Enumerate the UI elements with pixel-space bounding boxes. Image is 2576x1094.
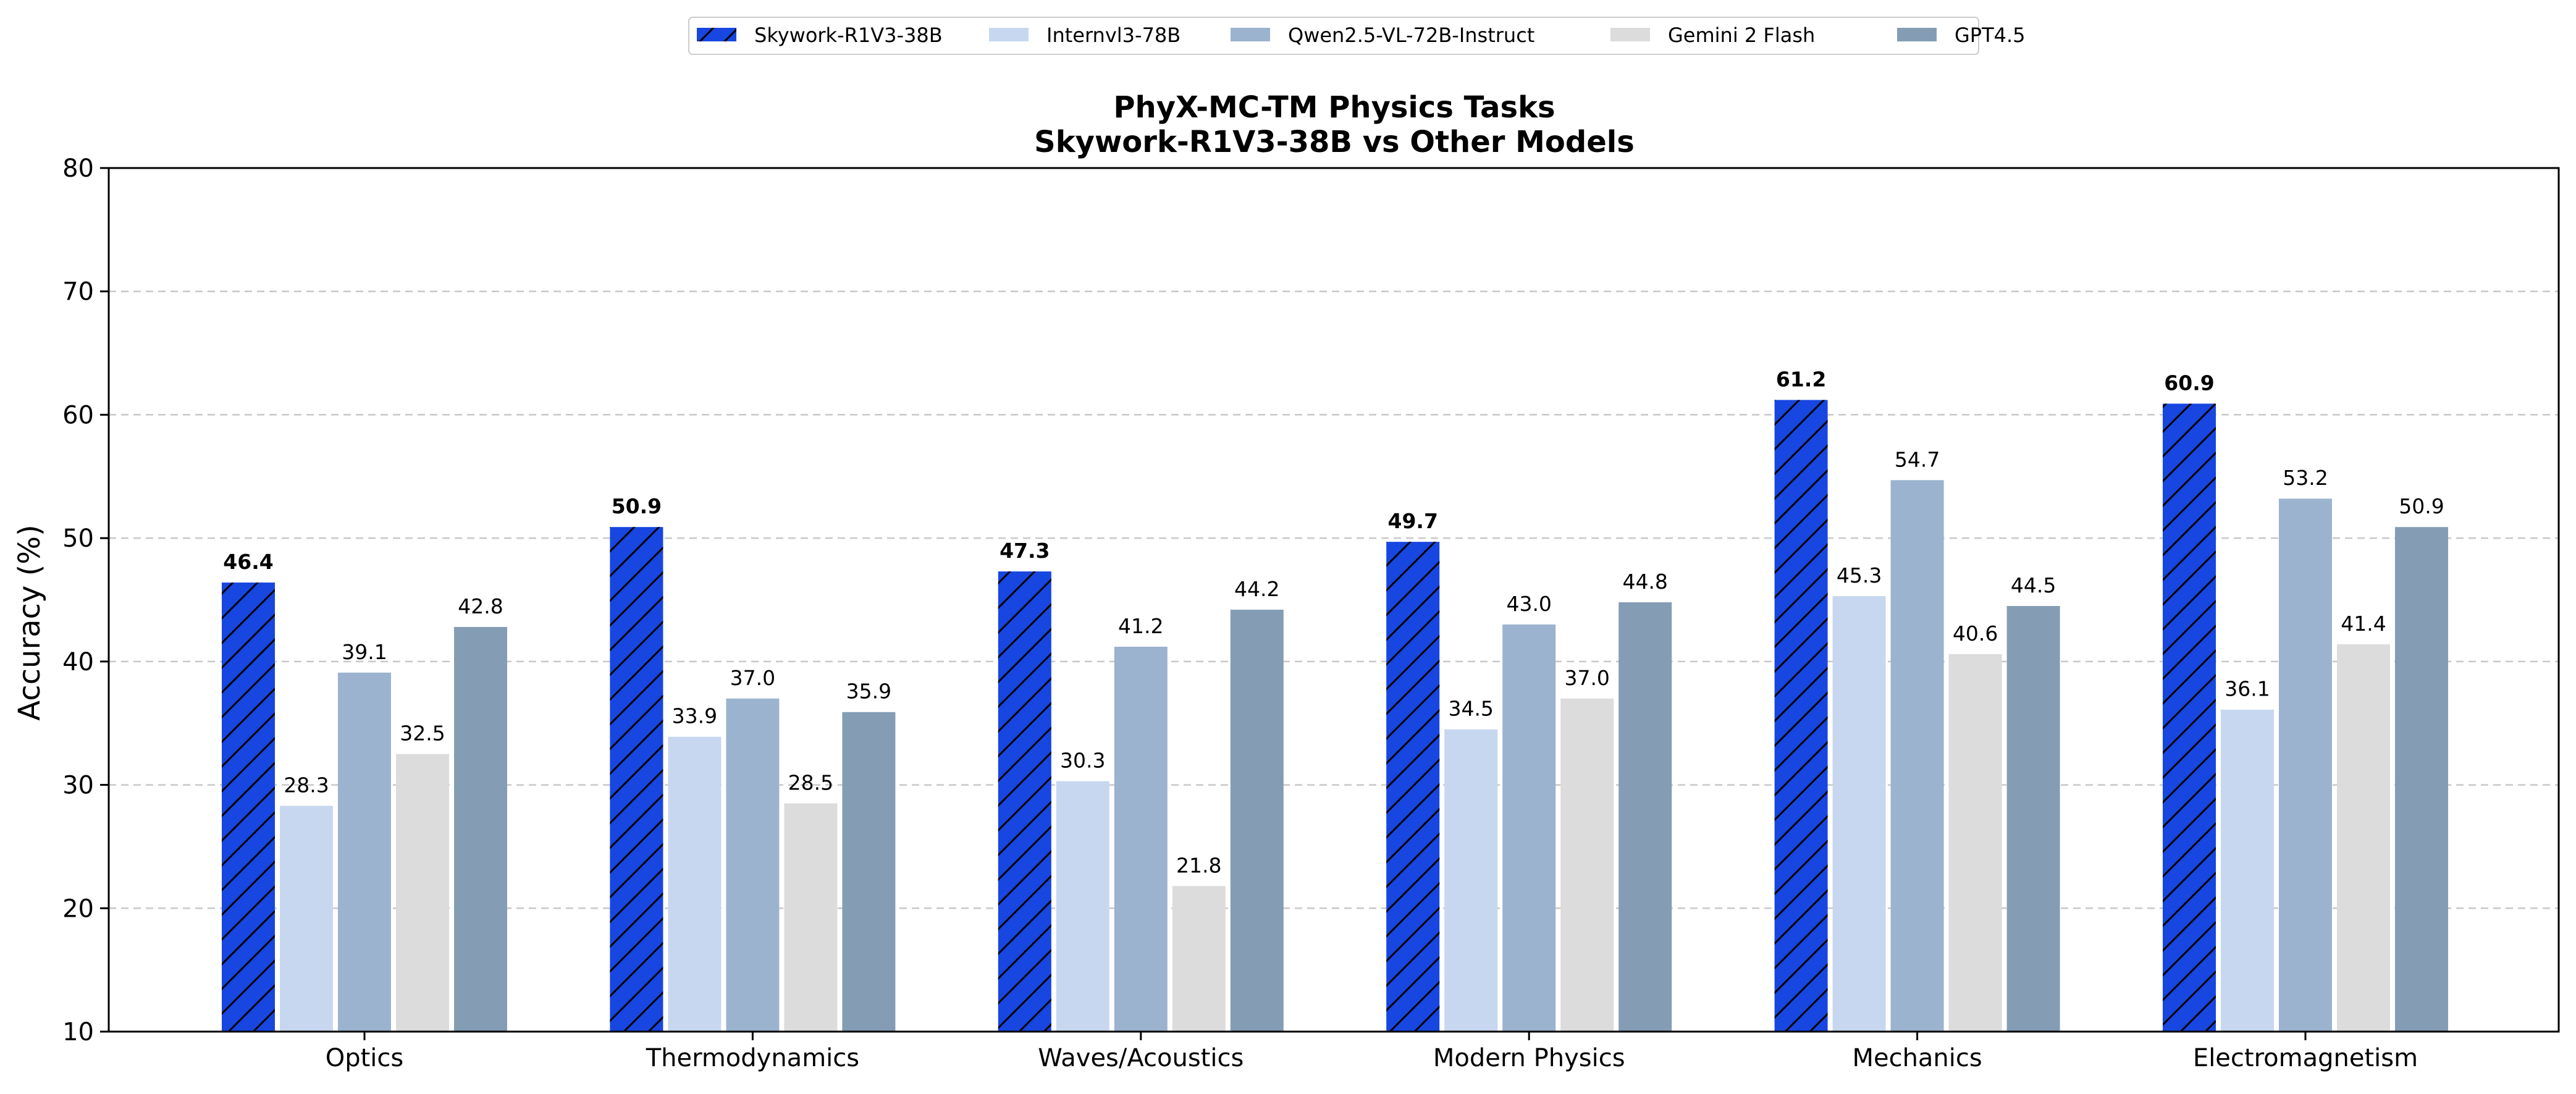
y-tick-label: 20	[62, 894, 94, 923]
value-label: 44.8	[1622, 570, 1667, 594]
bar-internvl3-78b-modern-physics	[1444, 729, 1498, 1032]
legend-label: Internvl3-78B	[1046, 23, 1181, 47]
bar-internvl3-78b-optics	[280, 806, 333, 1032]
value-label: 39.1	[342, 640, 387, 664]
value-label: 47.3	[1000, 539, 1050, 563]
bar-hatch-overlay	[998, 571, 1051, 1032]
value-label: 44.5	[2011, 573, 2056, 597]
x-tick-label: Electromagnetism	[2193, 1044, 2418, 1072]
value-label: 50.9	[612, 494, 662, 518]
value-label: 21.8	[1176, 853, 1221, 877]
x-tick-label: Modern Physics	[1433, 1044, 1625, 1072]
value-label: 40.6	[1953, 621, 1998, 646]
value-label: 28.5	[788, 771, 833, 795]
y-tick-label: 80	[62, 154, 94, 183]
value-label: 42.8	[458, 594, 503, 618]
bar-gpt4-5-thermodynamics	[842, 712, 896, 1032]
bar-gemini-2-flash-mechanics	[1948, 654, 2002, 1032]
value-label: 37.0	[730, 666, 775, 690]
bar-gemini-2-flash-waves-acoustics	[1172, 886, 1226, 1032]
x-axis-ticks: Optics Thermodynamics Waves/Acoustics Moder…	[326, 1032, 2418, 1072]
bar-qwen2-5-vl-72b-instruct-modern-physics	[1502, 624, 1556, 1032]
bar-gpt4-5-optics	[454, 626, 507, 1032]
value-label: 30.3	[1060, 749, 1105, 773]
x-tick-label: Thermodynamics	[646, 1044, 859, 1072]
y-tick-label: 40	[62, 648, 94, 676]
bar-internvl3-78b-mechanics	[1832, 596, 1886, 1032]
bar-internvl3-78b-electromagnetism	[2221, 709, 2274, 1032]
legend-label: Qwen2.5-VL-72B-Instruct	[1288, 23, 1534, 47]
bar-internvl3-78b-thermodynamics	[668, 736, 722, 1032]
bar-hatch-overlay	[222, 583, 275, 1032]
bar-gemini-2-flash-thermodynamics	[784, 803, 838, 1032]
chart-title: PhyX-MC-TM Physics Tasks	[1113, 90, 1555, 125]
x-tick-label: Waves/Acoustics	[1038, 1044, 1244, 1072]
bar-gpt4-5-modern-physics	[1618, 602, 1672, 1032]
bar-qwen2-5-vl-72b-instruct-thermodynamics	[726, 698, 780, 1032]
legend: Skywork-R1V3-38B Internvl3-78B Qwen2.5-VL-…	[688, 17, 2026, 55]
bar-qwen2-5-vl-72b-instruct-optics	[338, 672, 391, 1032]
y-tick-label: 10	[62, 1018, 94, 1046]
bar-gpt4-5-electromagnetism	[2395, 527, 2448, 1032]
bar-internvl3-78b-waves-acoustics	[1056, 781, 1109, 1032]
legend-label: Skywork-R1V3-38B	[754, 23, 943, 47]
y-tick-label: 60	[62, 401, 94, 429]
value-label: 37.0	[1564, 666, 1609, 690]
value-label: 61.2	[1776, 367, 1826, 391]
legend-label: GPT4.5	[1955, 23, 2026, 47]
bar-hatch-overlay	[610, 527, 663, 1032]
legend-frame	[688, 17, 1979, 55]
bar-gpt4-5-mechanics	[2006, 605, 2060, 1032]
bar-gpt4-5-waves-acoustics	[1230, 609, 1284, 1032]
x-tick-label: Optics	[326, 1044, 404, 1072]
bar-qwen2-5-vl-72b-instruct-electromagnetism	[2279, 499, 2332, 1032]
value-label: 53.2	[2283, 466, 2328, 490]
value-label: 44.2	[1234, 577, 1279, 601]
value-label: 50.9	[2399, 494, 2444, 518]
value-label: 28.3	[284, 773, 329, 797]
value-label: 45.3	[1837, 563, 1882, 587]
value-label: 43.0	[1506, 592, 1551, 616]
bar-qwen2-5-vl-72b-instruct-mechanics	[1890, 480, 1944, 1032]
y-axis-ticks: 10 20 30 40 50 60 70 80	[62, 154, 109, 1046]
legend-swatch	[1231, 28, 1270, 41]
y-tick-label: 70	[62, 278, 94, 306]
bars	[222, 400, 2448, 1032]
value-label: 36.1	[2225, 677, 2270, 701]
legend-label: Gemini 2 Flash	[1668, 23, 1815, 47]
value-label: 41.4	[2341, 612, 2386, 636]
value-label: 41.2	[1118, 614, 1163, 638]
value-labels: 46.4 28.3 39.1 32.5 42.8 50.9 33.9 37.0 28.5 35.9…	[223, 367, 2444, 877]
bar-gemini-2-flash-modern-physics	[1560, 698, 1614, 1032]
value-label: 33.9	[672, 704, 717, 728]
value-label: 49.7	[1387, 509, 1437, 533]
value-label: 34.5	[1448, 697, 1493, 721]
y-tick-label: 50	[62, 524, 94, 553]
y-tick-label: 30	[62, 772, 94, 800]
value-label: 35.9	[846, 680, 891, 704]
bar-hatch-overlay	[1774, 400, 1828, 1032]
y-axis-label: Accuracy (%)	[12, 524, 47, 720]
x-tick-label: Mechanics	[1852, 1044, 1982, 1072]
value-label: 54.7	[1895, 447, 1940, 471]
legend-swatch	[1897, 28, 1937, 41]
legend-swatch-hatch	[697, 28, 736, 41]
bar-hatch-overlay	[1386, 542, 1440, 1032]
bar-gemini-2-flash-electromagnetism	[2337, 644, 2390, 1032]
legend-swatch	[989, 28, 1029, 41]
value-label: 60.9	[2164, 371, 2214, 395]
chart-subtitle: Skywork-R1V3-38B vs Other Models	[1034, 125, 1635, 159]
legend-swatch	[1610, 28, 1650, 41]
value-label: 46.4	[223, 550, 273, 574]
bar-gemini-2-flash-optics	[396, 754, 449, 1032]
bar-hatch-overlay	[2163, 403, 2216, 1032]
value-label: 32.5	[400, 722, 445, 746]
bar-qwen2-5-vl-72b-instruct-waves-acoustics	[1114, 646, 1168, 1032]
grid	[109, 290, 2559, 909]
plot-frame	[107, 167, 2560, 1033]
